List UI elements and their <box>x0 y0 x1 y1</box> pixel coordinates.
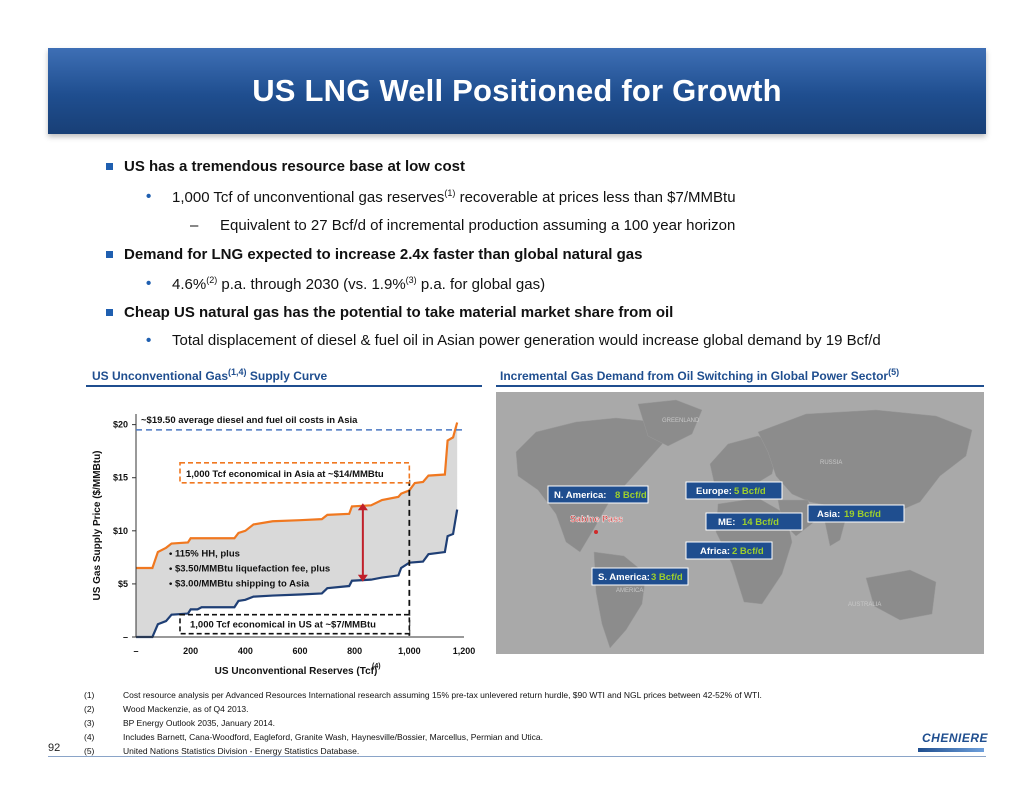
svg-text:3 Bcf/d: 3 Bcf/d <box>651 572 683 583</box>
sabine-pass-marker <box>594 530 598 534</box>
us-economical-box <box>179 613 411 635</box>
region-demand-label: N. America: 8 Bcf/d <box>547 485 649 504</box>
region-demand-label: Europe: 5 Bcf/d <box>685 481 783 500</box>
footer-rule <box>48 756 986 757</box>
bullet-text: Demand for LNG expected to increase 2.4x… <box>124 246 643 263</box>
left-section-title: US Unconventional Gas(1,4) Supply Curve <box>92 367 328 383</box>
region-demand-label: S. America: 3 Bcf/d <box>591 567 689 586</box>
spread-arrow-head-up <box>357 503 368 511</box>
bullet-1: US has a tremendous resource base at low… <box>106 158 465 175</box>
dash-bullet-icon: – <box>190 217 199 234</box>
bullet-text: recoverable at prices less than $7/MMBtu <box>455 189 736 206</box>
bullet-text: Cheap US natural gas has the potential t… <box>124 304 674 321</box>
bullet-1-1-1: – Equivalent to 27 Bcf/d of incremental … <box>190 217 736 234</box>
spread-arrow-head-down <box>357 574 368 582</box>
region-label-greenland: GREENLAND <box>662 418 700 424</box>
region-demand-label: Africa: 2 Bcf/d <box>685 541 773 560</box>
square-bullet-icon <box>106 309 113 316</box>
bullet-3: Cheap US natural gas has the potential t… <box>106 304 674 321</box>
region-label-america: AMERICA <box>616 588 643 594</box>
bullet-text: p.a. for global gas) <box>416 276 546 293</box>
cost-component-label: • $3.00/MMBtu shipping to Asia <box>169 578 310 589</box>
world-map: GREENLAND RUSSIA AMERICA AUSTRALIA Sabin… <box>496 392 984 654</box>
region-demand-label: Asia: 19 Bcf/d <box>807 504 905 523</box>
diesel-cost-label: ~$19.50 average diesel and fuel oil cost… <box>141 415 358 426</box>
square-bullet-icon <box>106 251 113 258</box>
dot-bullet-icon: • <box>146 275 152 292</box>
x-tick-label: 200 <box>183 646 198 656</box>
bullet-text: 4.6% <box>172 276 207 293</box>
square-bullet-icon <box>106 163 113 170</box>
cost-component-label: • $3.50/MMBtu liquefaction fee, plus <box>169 563 330 574</box>
svg-text:14 Bcf/d: 14 Bcf/d <box>742 517 779 528</box>
bullet-2-1: • 4.6%(2) p.a. through 2030 (vs. 1.9%(3)… <box>146 275 546 293</box>
y-tick-label: $15 <box>113 473 128 483</box>
spread-area <box>136 422 458 637</box>
svg-text:S. America:: S. America: <box>598 572 650 583</box>
bullet-text: 1,000 Tcf of unconventional gas reserves <box>172 189 445 206</box>
footnote-ref: (3) <box>405 275 417 285</box>
y-axis-title: US Gas Supply Price ($/MMBtu) <box>92 450 103 600</box>
asia-cost-line <box>136 422 459 570</box>
x-tick-label: 600 <box>292 646 307 656</box>
bullet-2: Demand for LNG expected to increase 2.4x… <box>106 246 643 263</box>
bullet-text: Equivalent to 27 Bcf/d of incremental pr… <box>220 217 736 234</box>
bullet-text: Total displacement of diesel & fuel oil … <box>172 332 881 349</box>
asia-economical-box <box>179 462 411 484</box>
left-section-rule <box>86 385 482 387</box>
bullet-3-1: • Total displacement of diesel & fuel oi… <box>146 332 881 349</box>
sabine-pass-label: Sabine Pass <box>570 514 623 524</box>
dot-bullet-icon: • <box>146 332 152 349</box>
supply-curve-chart: – $5 $10 $15 $20 – 200 400 600 800 1,000 1,200 US Un… <box>92 414 476 677</box>
x-tick-label: 1,000 <box>398 646 421 656</box>
svg-text:Europe:: Europe: <box>696 486 732 497</box>
page-title: US LNG Well Positioned for Growth <box>252 73 782 108</box>
svg-text:2 Bcf/d: 2 Bcf/d <box>732 546 764 557</box>
bullet-text: US has a tremendous resource base at low… <box>124 158 465 175</box>
y-tick-label: $5 <box>118 579 128 589</box>
y-tick-label: – <box>123 632 128 642</box>
logo-swoosh <box>918 748 984 752</box>
cost-component-label: • 115% HH, plus <box>169 548 240 559</box>
bullet-1-1: • 1,000 Tcf of unconventional gas reserv… <box>146 188 736 206</box>
us-supply-line <box>136 509 459 639</box>
y-tick-label: $10 <box>113 526 128 536</box>
x-axis-title-footnote: (4) <box>372 663 381 670</box>
bullet-text: p.a. through 2030 (vs. 1.9% <box>217 276 406 293</box>
dot-bullet-icon: • <box>146 188 152 205</box>
right-section-title: Incremental Gas Demand from Oil Switchin… <box>500 367 900 383</box>
title-bar: US LNG Well Positioned for Growth <box>48 48 986 134</box>
australia-shape <box>865 569 937 621</box>
x-tick-label: – <box>133 646 138 656</box>
region-demand-label: ME: 14 Bcf/d <box>705 512 803 531</box>
svg-text:5 Bcf/d: 5 Bcf/d <box>734 486 766 497</box>
region-label-russia: RUSSIA <box>820 460 842 466</box>
asia-economical-label: 1,000 Tcf economical in Asia at ~$14/MMB… <box>186 469 384 480</box>
us-economical-label: 1,000 Tcf economical in US at ~$7/MMBtu <box>190 620 376 631</box>
svg-text:Asia:: Asia: <box>817 509 840 520</box>
footnote-ref: (2) <box>206 275 218 285</box>
svg-text:N. America:: N. America: <box>554 490 606 501</box>
x-axis-title: US Unconventional Reserves (Tcf) <box>215 666 378 677</box>
region-label-australia: AUSTRALIA <box>848 602 881 608</box>
svg-text:19 Bcf/d: 19 Bcf/d <box>844 509 881 520</box>
x-tick-label: 1,200 <box>453 646 476 656</box>
greenland-shape <box>637 399 703 447</box>
page-number: 92 <box>48 742 61 754</box>
x-tick-label: 800 <box>347 646 362 656</box>
x-tick-label: 400 <box>238 646 253 656</box>
footnote-ref: (1) <box>444 188 456 198</box>
company-logo: CHENIERE <box>922 731 989 745</box>
svg-text:ME:: ME: <box>718 517 735 528</box>
asia-shape <box>757 409 973 519</box>
y-tick-label: $20 <box>113 420 128 430</box>
svg-text:8 Bcf/d: 8 Bcf/d <box>615 490 647 501</box>
right-section-rule <box>496 385 984 387</box>
svg-text:Africa:: Africa: <box>700 546 730 557</box>
